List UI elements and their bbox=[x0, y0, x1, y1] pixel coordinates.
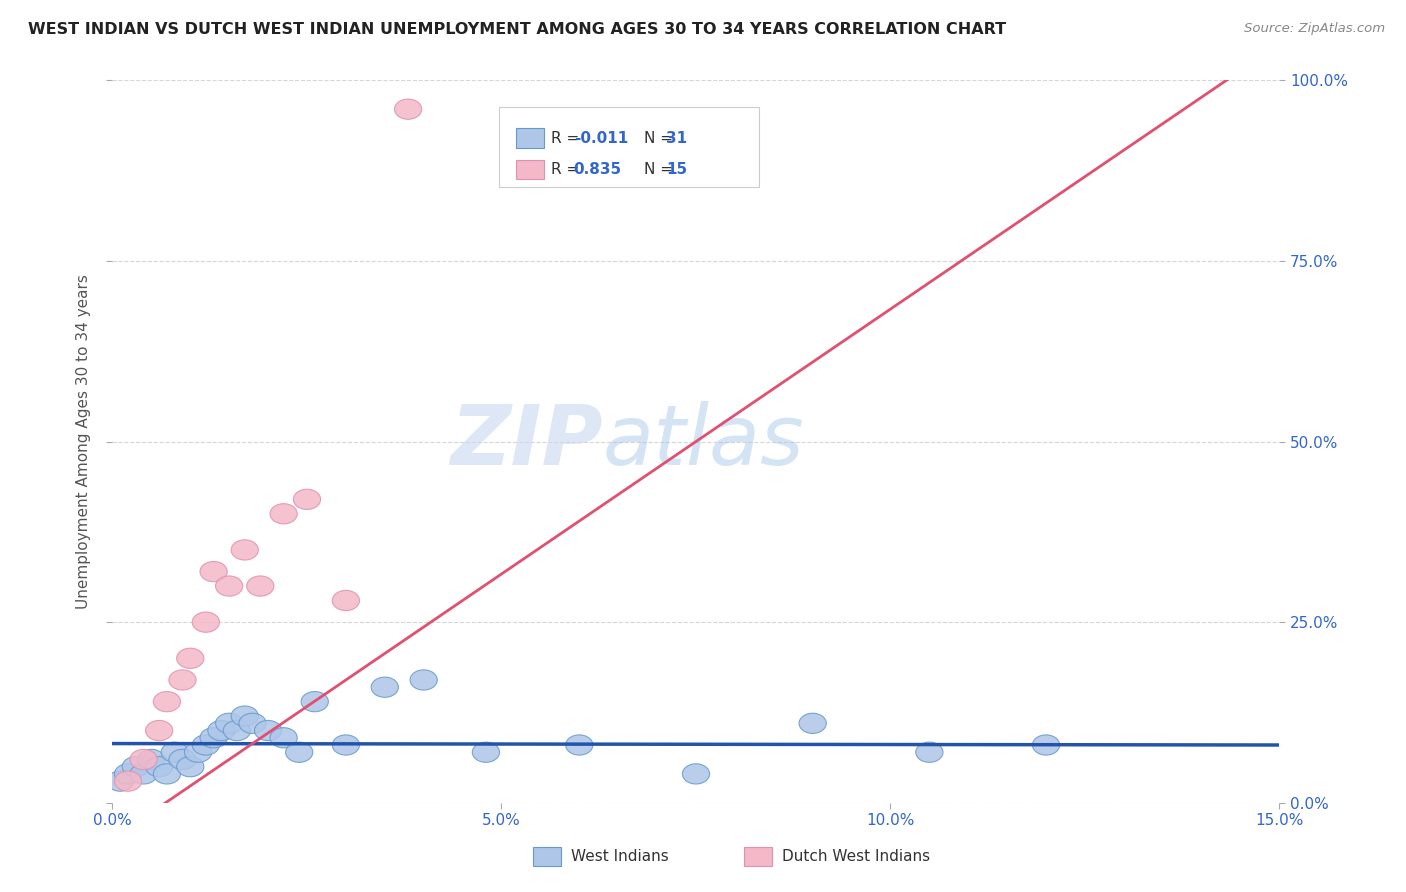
Text: R =: R = bbox=[551, 131, 585, 145]
Text: West Indians: West Indians bbox=[571, 849, 669, 863]
Ellipse shape bbox=[270, 504, 297, 524]
Ellipse shape bbox=[231, 706, 259, 726]
Ellipse shape bbox=[169, 749, 195, 770]
Ellipse shape bbox=[146, 721, 173, 740]
Ellipse shape bbox=[114, 771, 142, 791]
Ellipse shape bbox=[193, 735, 219, 756]
Ellipse shape bbox=[682, 764, 710, 784]
Ellipse shape bbox=[200, 561, 228, 582]
Ellipse shape bbox=[285, 742, 312, 763]
Ellipse shape bbox=[294, 489, 321, 509]
Ellipse shape bbox=[129, 749, 157, 770]
Ellipse shape bbox=[193, 612, 219, 632]
Text: Dutch West Indians: Dutch West Indians bbox=[782, 849, 929, 863]
Text: atlas: atlas bbox=[603, 401, 804, 482]
Ellipse shape bbox=[1032, 735, 1060, 756]
Ellipse shape bbox=[129, 764, 157, 784]
Ellipse shape bbox=[799, 714, 827, 733]
Ellipse shape bbox=[215, 714, 243, 733]
Ellipse shape bbox=[246, 576, 274, 596]
Ellipse shape bbox=[254, 721, 281, 740]
Ellipse shape bbox=[169, 670, 195, 690]
Ellipse shape bbox=[208, 721, 235, 740]
Ellipse shape bbox=[565, 735, 593, 756]
Text: R =: R = bbox=[551, 162, 585, 177]
Ellipse shape bbox=[215, 576, 243, 596]
Ellipse shape bbox=[162, 742, 188, 763]
Ellipse shape bbox=[332, 591, 360, 611]
Ellipse shape bbox=[184, 742, 212, 763]
Ellipse shape bbox=[107, 771, 134, 791]
Ellipse shape bbox=[411, 670, 437, 690]
Text: WEST INDIAN VS DUTCH WEST INDIAN UNEMPLOYMENT AMONG AGES 30 TO 34 YEARS CORRELAT: WEST INDIAN VS DUTCH WEST INDIAN UNEMPLO… bbox=[28, 22, 1007, 37]
Text: ZIP: ZIP bbox=[450, 401, 603, 482]
Ellipse shape bbox=[122, 756, 149, 777]
Text: 0.835: 0.835 bbox=[574, 162, 621, 177]
Ellipse shape bbox=[200, 728, 228, 747]
Ellipse shape bbox=[915, 742, 943, 763]
Ellipse shape bbox=[395, 99, 422, 120]
Text: 31: 31 bbox=[666, 131, 688, 145]
Ellipse shape bbox=[177, 648, 204, 668]
Text: 15: 15 bbox=[666, 162, 688, 177]
Ellipse shape bbox=[371, 677, 398, 698]
Text: Source: ZipAtlas.com: Source: ZipAtlas.com bbox=[1244, 22, 1385, 36]
Y-axis label: Unemployment Among Ages 30 to 34 years: Unemployment Among Ages 30 to 34 years bbox=[76, 274, 91, 609]
Ellipse shape bbox=[472, 742, 499, 763]
Ellipse shape bbox=[153, 691, 180, 712]
Ellipse shape bbox=[138, 749, 165, 770]
Ellipse shape bbox=[114, 764, 142, 784]
Text: N =: N = bbox=[644, 131, 678, 145]
Text: N =: N = bbox=[644, 162, 678, 177]
Ellipse shape bbox=[224, 721, 250, 740]
Ellipse shape bbox=[332, 735, 360, 756]
Ellipse shape bbox=[239, 714, 266, 733]
Ellipse shape bbox=[231, 540, 259, 560]
Ellipse shape bbox=[301, 691, 329, 712]
Ellipse shape bbox=[177, 756, 204, 777]
Text: -0.011: -0.011 bbox=[574, 131, 628, 145]
Ellipse shape bbox=[153, 764, 180, 784]
Ellipse shape bbox=[146, 756, 173, 777]
Ellipse shape bbox=[270, 728, 297, 747]
